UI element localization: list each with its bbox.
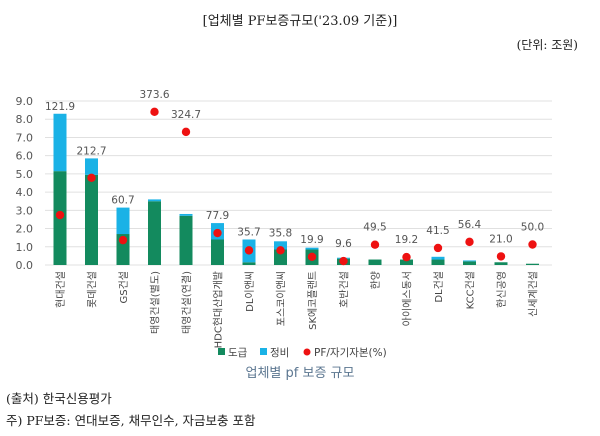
bar-jeongbi	[463, 260, 476, 262]
bar-jeongbi	[274, 241, 287, 250]
bar-dogeup	[179, 215, 193, 265]
x-tick-label: DL이앤씨	[244, 271, 256, 312]
data-label: 21.0	[489, 233, 512, 245]
pf-ratio-point	[87, 173, 96, 182]
y-tick-label: 8.0	[16, 113, 34, 126]
y-tick-label: 4.0	[16, 186, 34, 199]
bar-dogeup	[242, 262, 256, 265]
pf-ratio-point	[496, 252, 506, 261]
pf-ratio-point	[528, 240, 537, 249]
source-note: (출처) 한국신용평가	[6, 391, 112, 406]
pf-ratio-point	[55, 210, 65, 220]
pf-ratio-point	[118, 235, 128, 245]
pf-ratio-point	[181, 127, 191, 137]
data-label: 9.6	[335, 238, 352, 250]
x-tick-label: 한양	[370, 271, 382, 289]
y-tick-label: 3.0	[16, 204, 34, 217]
bar-jeongbi	[305, 247, 319, 250]
pf-ratio-point	[213, 228, 222, 238]
legend-swatch-jeongbi	[260, 348, 267, 355]
data-label: 35.7	[237, 226, 260, 238]
pf-ratio-point	[307, 252, 317, 262]
data-label: 60.7	[111, 195, 134, 207]
y-tick-label: 7.0	[16, 131, 34, 144]
bar-dogeup	[368, 259, 382, 265]
data-label: 19.2	[395, 234, 418, 246]
bar-jeongbi	[148, 199, 161, 202]
data-label: 56.4	[458, 219, 482, 231]
x-tick-label: 신세계건설	[528, 271, 540, 317]
legend-label: 도급	[228, 347, 248, 359]
bar-dogeup	[526, 263, 539, 265]
data-label: 77.9	[206, 210, 229, 222]
bar-jeongbi	[179, 213, 193, 216]
bar-jeongbi	[116, 207, 130, 235]
x-tick-label: 태영건설(연결)	[181, 271, 193, 334]
figure-caption: 업체별 pf 보증 규모	[245, 366, 355, 381]
x-tick-label: HDC현대산업개발	[212, 271, 225, 348]
x-tick-label: DL건설	[433, 271, 445, 303]
bar-dogeup	[148, 201, 161, 265]
x-tick-label: 태영건설(별도)	[150, 271, 162, 334]
bar-dogeup	[211, 239, 224, 265]
footnote: 주) PF보증: 연대보증, 채무인수, 자금보충 포함	[6, 413, 256, 428]
data-label: 49.5	[363, 222, 386, 234]
legend-swatch-dogeup	[218, 348, 225, 355]
x-tick-label: 호반건설	[339, 271, 351, 308]
y-tick-label: 2.0	[16, 223, 34, 236]
data-label: 19.9	[300, 234, 323, 246]
chart-title: [업체별 PF보증규모('23.09 기준)]	[202, 14, 398, 29]
unit-label: (단위: 조원)	[516, 38, 578, 52]
pf-ratio-point	[402, 252, 411, 262]
x-tick-label: GS건설	[118, 271, 130, 304]
bar-dogeup	[400, 259, 413, 265]
x-tick-label: KCC건설	[465, 271, 477, 309]
x-tick-label: 현대건설	[55, 271, 67, 308]
y-tick-label: 9.0	[16, 95, 34, 108]
bar-dogeup	[463, 261, 476, 265]
pf-ratio-point	[276, 246, 285, 255]
y-tick-label: 1.0	[16, 241, 34, 254]
legend-label: PF/자기자본(%)	[314, 347, 387, 359]
x-tick-label: 한신공영	[496, 271, 508, 308]
x-tick-label: 포스코이앤씨	[276, 271, 288, 326]
data-label: 373.6	[139, 89, 169, 101]
pf-ratio-point	[370, 240, 380, 249]
pf-ratio-point	[244, 246, 254, 255]
data-label: 324.7	[171, 109, 201, 121]
bar-jeongbi	[431, 256, 445, 260]
bar-dogeup	[274, 249, 287, 265]
x-tick-label: 롯데건설	[87, 271, 99, 308]
y-tick-label: 5.0	[16, 168, 34, 181]
data-label: 50.0	[521, 222, 544, 234]
bar-jeongbi	[85, 158, 98, 175]
data-label: 121.9	[45, 101, 75, 113]
data-label: 35.8	[269, 227, 292, 239]
bar-dogeup	[494, 262, 508, 265]
pf-guarantee-chart: 0.0 1.0 2.0 3.0 4.0 5.0 6.0 7.0 8.0 9.0 121.9 현대건설 2…	[16, 89, 552, 359]
bar-dogeup	[85, 174, 98, 265]
legend-swatch-pf-ratio	[303, 348, 311, 356]
bar-jeongbi	[53, 113, 67, 172]
data-label: 41.5	[426, 225, 449, 237]
bar-dogeup	[431, 259, 445, 265]
y-tick-label: 6.0	[16, 150, 34, 163]
x-tick-label: 아이에스동서	[402, 271, 414, 326]
y-tick-label: 0.0	[16, 259, 34, 272]
pf-ratio-point	[150, 107, 159, 117]
x-tick-label: SK에코플랜트	[307, 271, 319, 330]
data-label: 212.7	[76, 145, 106, 157]
pf-ratio-point	[339, 256, 348, 266]
legend-label: 정비	[270, 347, 289, 359]
pf-ratio-point	[465, 237, 474, 247]
pf-ratio-point	[433, 243, 443, 253]
